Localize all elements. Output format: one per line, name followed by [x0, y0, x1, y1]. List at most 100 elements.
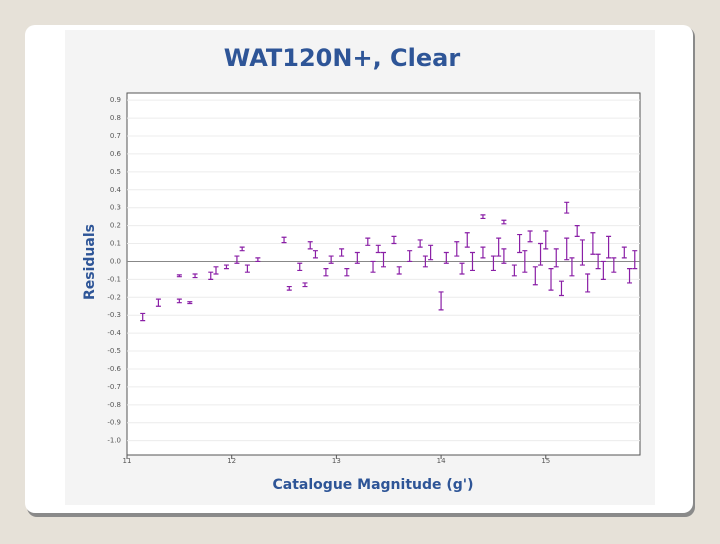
error-bar — [501, 219, 507, 225]
y-tick-label: -0.3 — [107, 311, 121, 319]
error-bar — [176, 274, 182, 278]
error-bar — [511, 264, 517, 277]
y-axis-label: Residuals — [82, 224, 98, 300]
y-tick-label: 0.6 — [110, 150, 122, 158]
error-bar — [553, 248, 559, 268]
y-tick-label: -0.8 — [107, 401, 121, 409]
y-tick-label: 0.5 — [110, 168, 121, 176]
error-bar — [213, 266, 219, 275]
y-tick-label: -0.5 — [107, 347, 121, 355]
error-bar — [417, 239, 423, 248]
error-bar — [344, 268, 350, 277]
error-bar — [459, 262, 465, 275]
error-bar — [621, 246, 627, 259]
error-bar — [339, 248, 345, 257]
y-tick-label: -1.0 — [107, 437, 121, 445]
error-bar — [407, 250, 413, 263]
error-bar — [627, 268, 633, 284]
error-bar — [312, 250, 318, 259]
error-bar — [558, 280, 564, 297]
error-bar — [155, 298, 161, 307]
error-bar — [600, 260, 606, 280]
x-axis-label: Catalogue Magnitude (g') — [273, 477, 474, 493]
plot-frame — [126, 92, 641, 456]
y-tick-label: -0.9 — [107, 419, 121, 427]
error-bar — [323, 268, 329, 277]
error-bar — [564, 237, 570, 261]
chart-title: WAT120N+, Clear — [224, 44, 461, 72]
error-bar — [428, 244, 434, 261]
x-tick-label: 15 — [541, 457, 550, 465]
error-bar — [140, 312, 146, 322]
y-tick-label: -0.4 — [107, 329, 121, 337]
error-bar — [480, 214, 486, 220]
error-bar — [532, 266, 538, 286]
y-tick-label: -0.2 — [107, 293, 121, 301]
error-bar — [469, 251, 475, 272]
error-bar — [538, 242, 544, 266]
error-bar — [176, 298, 182, 304]
error-bar — [632, 250, 638, 270]
error-bar — [239, 246, 245, 252]
error-bar — [328, 255, 334, 264]
error-bar — [302, 282, 308, 288]
y-tick-label: 0.4 — [110, 186, 122, 194]
y-tick-label: -0.6 — [107, 365, 121, 373]
error-bar — [223, 264, 229, 270]
error-bar — [454, 241, 460, 257]
y-tick-label: 0.3 — [110, 204, 121, 212]
error-bar — [255, 257, 261, 263]
error-bar — [522, 250, 528, 273]
error-bar — [606, 235, 612, 259]
error-bar — [208, 271, 214, 280]
error-bar — [286, 285, 292, 291]
y-tick-label: 0.1 — [110, 240, 121, 248]
error-bar — [543, 230, 549, 250]
y-tick-label: 0.8 — [110, 114, 121, 122]
error-bar — [574, 225, 580, 237]
error-bar — [297, 262, 303, 272]
error-bar — [370, 260, 376, 273]
error-bar — [375, 244, 381, 254]
y-tick-label: 0.2 — [110, 222, 121, 230]
error-bar — [422, 255, 428, 268]
error-bar — [490, 255, 496, 272]
error-bar — [585, 273, 591, 293]
x-tick-label: 14 — [437, 457, 446, 465]
error-bar — [443, 251, 449, 264]
error-bar — [548, 268, 554, 291]
error-bar — [480, 246, 486, 259]
error-bar — [517, 233, 523, 254]
error-bar — [365, 237, 371, 246]
x-tick-label: 13 — [332, 457, 341, 465]
error-bar — [590, 232, 596, 255]
error-bar — [564, 201, 570, 214]
error-bar — [381, 251, 386, 268]
error-bar — [464, 232, 470, 248]
error-bar — [396, 266, 402, 275]
error-bar — [354, 251, 360, 264]
x-tick-label: 11 — [123, 457, 132, 465]
error-bar — [579, 239, 585, 266]
error-bar — [391, 235, 397, 245]
error-bar — [187, 301, 193, 305]
error-bar — [192, 273, 198, 279]
x-tick-label: 12 — [227, 457, 236, 465]
y-tick-label: -0.7 — [107, 383, 121, 391]
y-tick-label: 0.9 — [110, 96, 121, 104]
y-tick-label: 0.0 — [110, 257, 121, 265]
error-bar — [281, 236, 287, 244]
y-tick-label: 0.7 — [110, 132, 121, 140]
error-bar — [244, 264, 250, 273]
error-bar — [496, 237, 502, 257]
error-bar — [501, 248, 507, 264]
error-bar — [234, 255, 240, 264]
error-bar — [569, 257, 575, 277]
error-bar — [527, 230, 533, 243]
error-bar — [611, 257, 617, 273]
y-tick-label: -0.1 — [107, 275, 121, 283]
error-bar — [438, 291, 444, 311]
error-bar — [307, 241, 313, 250]
